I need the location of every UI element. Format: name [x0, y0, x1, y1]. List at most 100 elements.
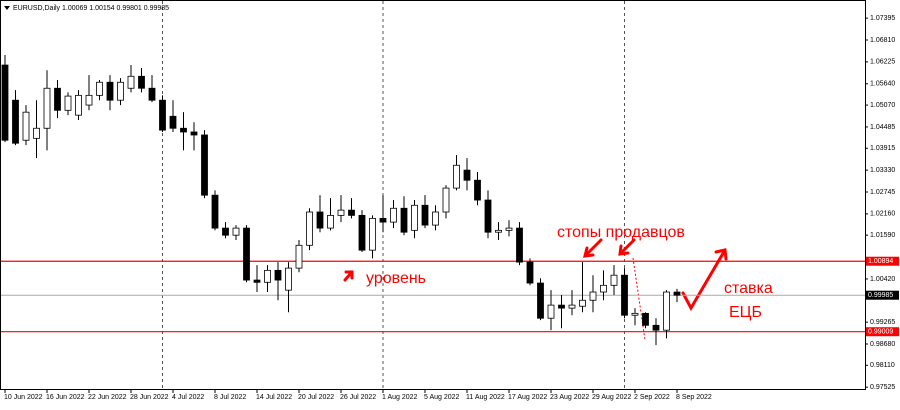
candle-body — [631, 312, 639, 316]
candle-body — [621, 274, 628, 316]
candle-body — [589, 291, 597, 301]
y-tick-label: 1.06810 — [870, 37, 895, 44]
candle-body — [316, 211, 324, 229]
y-tick-label: 1.03330 — [870, 167, 895, 174]
candle-body — [253, 279, 261, 283]
candle-body — [484, 199, 492, 233]
y-tick-label: 1.05640 — [870, 81, 895, 88]
price-label-bg — [866, 327, 899, 337]
candle-body — [327, 214, 334, 229]
chart-title: EURUSD,Daily 1.00069 1.00154 0.99801 0.9… — [13, 5, 169, 12]
candle-body — [663, 291, 670, 331]
candle-body — [337, 209, 345, 216]
candle-body — [642, 312, 649, 326]
candle-body — [421, 204, 429, 226]
plot-frame — [0, 0, 866, 390]
candle-body — [673, 291, 681, 296]
candle-body — [190, 131, 198, 136]
y-tick-label: 1.05070 — [870, 102, 895, 109]
candle-body — [432, 211, 439, 226]
candle-body — [358, 214, 366, 251]
candle-body — [285, 267, 292, 291]
price-label: 1.00894 — [868, 258, 893, 265]
candle-body — [96, 81, 103, 96]
candle-body — [579, 299, 586, 307]
candle-body — [453, 164, 460, 189]
candle-body — [232, 227, 240, 236]
annotation: уровень — [366, 270, 426, 287]
y-tick-label: 1.00420 — [870, 276, 895, 283]
candle-body — [127, 75, 135, 89]
candle-body — [22, 111, 30, 141]
candle-body — [54, 87, 61, 111]
annotation-arrows — [343, 238, 728, 312]
candle-body — [348, 209, 355, 216]
annotation: ЕЦБ — [729, 304, 762, 321]
candle-body — [85, 94, 93, 106]
candle-body — [411, 204, 418, 231]
price-label: 0.99985 — [868, 292, 893, 299]
candle-body — [64, 95, 72, 111]
candle-body — [369, 217, 376, 251]
candle-body — [547, 304, 555, 319]
y-tick-label: 1.01590 — [870, 232, 895, 239]
y-tick-label: 1.02745 — [870, 189, 895, 196]
candle-body — [117, 81, 124, 101]
candle-body — [526, 261, 534, 284]
candle-body — [243, 227, 250, 281]
x-tick-label: 20 Jul 2022 — [298, 394, 334, 401]
candle-body — [148, 87, 156, 101]
candle-body — [505, 227, 513, 231]
candle-body — [264, 269, 271, 283]
y-tick-label: 0.99265 — [870, 319, 895, 326]
price-label-bg — [866, 290, 899, 300]
y-tick-label: 1.04485 — [870, 124, 895, 131]
candle-body — [274, 269, 282, 281]
candle-body — [295, 244, 303, 269]
x-tick-label: 28 Jun 2022 — [130, 394, 169, 401]
x-tick-label: 16 Jun 2022 — [46, 394, 85, 401]
price-label: 0.99009 — [868, 329, 893, 336]
annotation: ставка — [724, 280, 773, 297]
candle-body — [222, 227, 229, 236]
candle-body — [516, 227, 523, 263]
x-tick-label: 2 Sep 2022 — [634, 394, 670, 401]
candle-body — [379, 217, 387, 223]
dotted-arrow — [632, 257, 646, 341]
candle-body — [537, 282, 544, 319]
y-tick-label: 1.03915 — [870, 145, 895, 152]
x-tick-label: 8 Jul 2022 — [214, 394, 246, 401]
candle-body — [180, 127, 187, 133]
candle-body — [138, 75, 145, 89]
x-tick-label: 22 Jun 2022 — [88, 394, 127, 401]
candle-body — [495, 229, 502, 233]
x-tick-label: 17 Aug 2022 — [508, 394, 547, 401]
annotation: стопы продавцов — [557, 224, 685, 241]
candle-body — [610, 274, 618, 286]
x-tick-label: 23 Aug 2022 — [550, 394, 589, 401]
candle-body — [201, 134, 208, 196]
x-tick-label: 8 Sep 2022 — [676, 394, 712, 401]
candle-body — [652, 324, 660, 331]
y-tick-label: 0.98110 — [870, 362, 895, 369]
candle-body — [600, 284, 607, 293]
x-tick-label: 14 Jul 2022 — [256, 394, 292, 401]
candle-body — [442, 187, 450, 213]
menu-triangle — [4, 6, 10, 10]
candle-body — [463, 169, 471, 181]
x-tick-label: 26 Jul 2022 — [340, 394, 376, 401]
candle-body — [211, 194, 219, 229]
candle-body — [1, 64, 9, 141]
x-tick-label: 5 Aug 2022 — [424, 394, 460, 401]
x-tick-label: 4 Jul 2022 — [172, 394, 204, 401]
candle-body — [568, 304, 576, 309]
candle-body — [474, 179, 481, 201]
y-tick-label: 0.98680 — [870, 341, 895, 348]
x-tick-label: 10 Jun 2022 — [4, 394, 43, 401]
candle-body — [390, 207, 397, 223]
candle-body — [33, 127, 40, 139]
x-tick-label: 11 Aug 2022 — [466, 394, 505, 401]
x-tick-label: 1 Aug 2022 — [382, 394, 418, 401]
y-tick-label: 1.07395 — [870, 15, 895, 22]
